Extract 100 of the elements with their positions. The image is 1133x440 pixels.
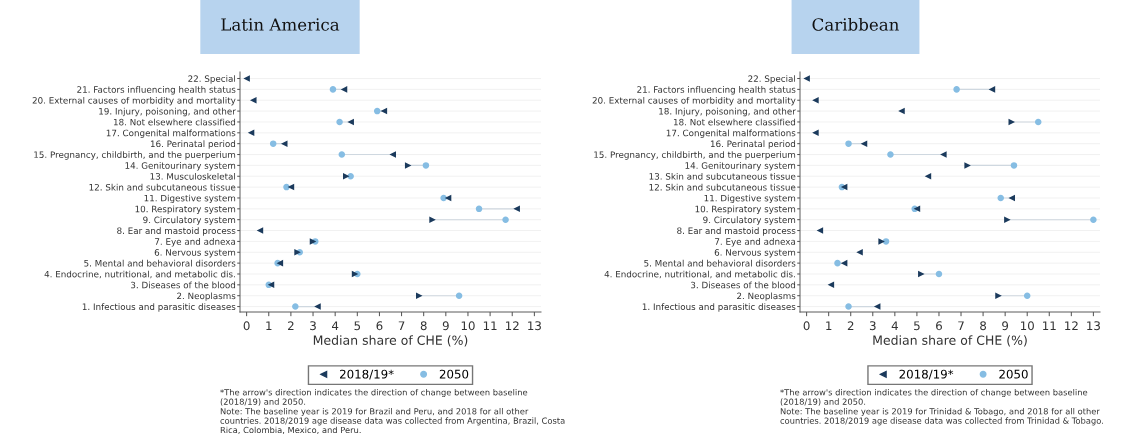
point xyxy=(1023,292,1031,299)
point xyxy=(812,96,819,104)
point xyxy=(845,140,852,147)
y-tick-label: 10. Respiratory system xyxy=(135,205,236,214)
y-tick-label: 7. Eye and adnexa xyxy=(715,238,796,247)
y-tick-label: 21. Factors influencing health status xyxy=(77,86,236,95)
point xyxy=(513,205,520,213)
point xyxy=(898,107,905,115)
point xyxy=(924,173,932,180)
y-tick-label: 9. Circulatory system xyxy=(143,216,236,225)
y-tick-label: 1. Infectious and parasitic diseases xyxy=(82,303,236,312)
point xyxy=(834,259,841,267)
y-tick-label: 14. Genitourinary system xyxy=(125,162,236,171)
y-tick-label: 22. Special xyxy=(188,75,236,84)
y-tick-label: 16. Perinatal period xyxy=(710,140,796,149)
point xyxy=(380,107,388,115)
legend-label: 2050 xyxy=(439,369,469,379)
text: *The arrow's direction indicates the direction of change between baseline (2018/19) and 2050. xyxy=(220,389,528,406)
point xyxy=(1034,118,1042,126)
x-tick-label: 10 xyxy=(1020,321,1034,331)
x-tick-label: 3 xyxy=(310,321,316,331)
point xyxy=(250,96,257,104)
y-tick-label: 11. Digestive system xyxy=(704,194,796,204)
y-tick-label: 17. Congenital malformations xyxy=(106,129,236,138)
y-tick-label: 10. Respiratory system xyxy=(695,205,796,214)
x-tick-label: 6 xyxy=(376,321,383,331)
point xyxy=(827,281,835,289)
legend-label: 2018/19* xyxy=(340,369,394,380)
y-tick-label: 5. Mental and behavioral disorders xyxy=(644,259,796,267)
point xyxy=(988,86,996,93)
point xyxy=(416,292,423,299)
y-tick-label: 20. External causes of morbidity and mortality xyxy=(592,96,796,106)
y-tick-label: 18. Not elsewhere classified xyxy=(673,118,796,126)
x-tick-label: 13 xyxy=(1087,321,1100,331)
point xyxy=(247,129,255,137)
point xyxy=(269,140,277,147)
point xyxy=(997,194,1004,202)
point xyxy=(1010,162,1018,169)
x-tick-label: 8 xyxy=(980,321,987,331)
point xyxy=(964,162,971,169)
x-tick-label: 9 xyxy=(1002,321,1009,331)
point xyxy=(336,118,343,126)
point xyxy=(502,216,509,223)
text: Note: The baseline year is 2019 for Trinidad & Tobago, and 2018 for all other countries. 2018/2019 age disease data was collected from Trinidad & Tobago. xyxy=(780,408,1103,426)
y-tick-label: 8. Ear and mastoid process xyxy=(117,227,236,236)
point xyxy=(935,270,943,278)
x-tick-label: 0 xyxy=(243,321,250,331)
point xyxy=(373,107,381,115)
point xyxy=(1008,194,1016,202)
y-tick-label: 12. Skin and subcutaneous tissue xyxy=(89,183,236,191)
y-tick-label: 4. Endocrine, nutritional, and metabolic dis. xyxy=(604,270,795,279)
x-tick-label: 13 xyxy=(528,321,541,331)
point xyxy=(422,162,430,169)
point xyxy=(243,75,250,82)
x-tick-label: 4 xyxy=(331,321,339,330)
chart-title: Caribbean xyxy=(812,17,899,31)
y-tick-label: 12. Skin and subcutaneous tissue xyxy=(649,183,796,191)
y-tick-label: 7. Eye and adnexa xyxy=(155,238,236,247)
point xyxy=(860,140,868,147)
x-tick-label: 3 xyxy=(869,321,876,331)
point xyxy=(292,303,299,310)
x-tick-label: 9 xyxy=(442,321,449,331)
y-tick-label: 22. Special xyxy=(748,75,796,84)
y-tick-label: 11. Digestive system xyxy=(144,194,236,204)
x-tick-label: 2 xyxy=(288,321,294,330)
y-tick-label: 9. Circulatory system xyxy=(703,216,796,225)
y-tick-label: 19. Injury, poisoning, and other xyxy=(99,107,236,117)
y-tick-label: 13. Skin and subcutaneous tissue xyxy=(649,172,796,180)
x-tick-label: 5 xyxy=(354,321,361,331)
y-tick-label: 14. Genitourinary system xyxy=(685,162,796,171)
y-tick-label: 17. Congenital malformations xyxy=(666,129,796,138)
x-tick-label: 11 xyxy=(483,321,497,330)
point xyxy=(812,129,819,137)
x-tick-label: 5 xyxy=(914,321,920,331)
x-tick-label: 12 xyxy=(506,321,519,330)
point xyxy=(995,292,1002,299)
text: Note: The baseline year is 2019 for Brazil and Peru, and 2018 for all other countries. 2018/2019 age disease data was collected from Argentina, Brazil, Costa Rica, Colombia, Mexico, and Peru. xyxy=(220,408,565,434)
point xyxy=(1090,216,1097,223)
point xyxy=(1004,216,1011,223)
y-tick-label: 2. Neoplasms xyxy=(737,292,796,301)
x-tick-label: 11 xyxy=(1043,321,1056,330)
x-tick-label: 0 xyxy=(803,321,810,331)
x-tick-label: 1 xyxy=(826,321,832,330)
legend-label: 2050 xyxy=(999,369,1028,379)
x-tick-label: 6 xyxy=(936,321,942,331)
point xyxy=(404,162,412,169)
point xyxy=(314,303,321,310)
point xyxy=(389,151,396,158)
point xyxy=(338,151,346,158)
point xyxy=(918,270,925,278)
y-tick-label: 20. External causes of morbidity and mortality xyxy=(32,96,236,106)
point xyxy=(475,205,483,213)
y-tick-label: 16. Perinatal period xyxy=(150,140,236,149)
y-tick-label: 5. Mental and behavioral disorders xyxy=(84,259,236,267)
x-axis-title: Median share of CHE (%) xyxy=(313,335,468,347)
x-tick-label: 7 xyxy=(398,321,405,330)
point xyxy=(887,151,894,158)
y-tick-label: 2. Neoplasms xyxy=(177,292,236,301)
point xyxy=(803,75,810,82)
point xyxy=(340,86,348,93)
